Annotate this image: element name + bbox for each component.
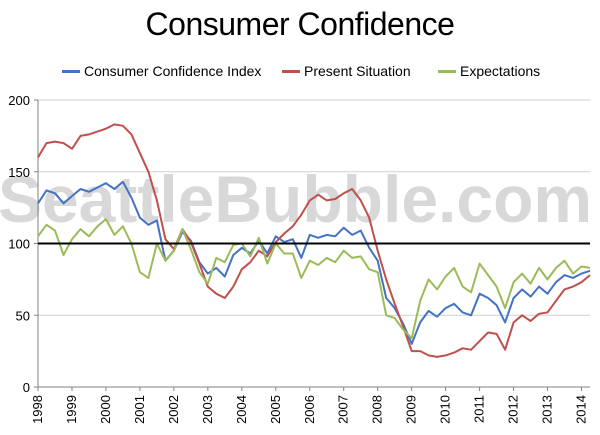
x-tick-label: 2003 bbox=[200, 395, 215, 424]
x-tick-label: 2010 bbox=[438, 395, 453, 424]
x-tick-label: 2012 bbox=[506, 395, 521, 424]
legend-swatch-green bbox=[438, 69, 456, 73]
chart-title: Consumer Confidence bbox=[145, 6, 455, 42]
series-line-1 bbox=[37, 180, 591, 345]
y-tick-label: 50 bbox=[16, 308, 30, 323]
x-tick-label: 1999 bbox=[64, 395, 79, 424]
legend-item-consumer-confidence-index: Consumer Confidence Index bbox=[62, 63, 261, 79]
series-lines bbox=[37, 123, 591, 358]
x-tick-label: 2014 bbox=[574, 395, 589, 424]
axes bbox=[34, 99, 590, 391]
x-tick-label: 1998 bbox=[30, 395, 45, 424]
x-tick-label: 2007 bbox=[336, 395, 351, 424]
x-tick-label: 2011 bbox=[472, 395, 487, 423]
x-tick-label: 2005 bbox=[268, 395, 283, 424]
y-tick-label: 100 bbox=[8, 237, 30, 252]
x-tick-labels: 1998 1999 2000 2001 2002 2003 2004 2005 2006 2007… bbox=[30, 395, 589, 424]
x-tick-label: 2001 bbox=[132, 395, 147, 424]
legend-label: Present Situation bbox=[304, 63, 411, 79]
y-tick-label: 0 bbox=[23, 380, 30, 395]
x-tick-label: 2000 bbox=[98, 395, 113, 424]
legend-item-present-situation: Present Situation bbox=[282, 63, 411, 79]
legend-label: Expectations bbox=[460, 63, 541, 79]
legend-swatch-blue bbox=[62, 69, 80, 73]
y-tick-labels: 0 50 100 150 200 bbox=[8, 93, 30, 395]
x-tick-label: 2004 bbox=[234, 395, 249, 424]
x-tick-label: 2008 bbox=[370, 395, 385, 424]
legend: Consumer Confidence Index Present Situat… bbox=[0, 63, 600, 83]
y-tick-label: 150 bbox=[8, 165, 30, 180]
series-line-2 bbox=[37, 123, 591, 358]
legend-item-expectations: Expectations bbox=[438, 63, 540, 79]
legend-swatch-red bbox=[282, 69, 300, 73]
legend-label: Consumer Confidence Index bbox=[84, 63, 262, 79]
x-tick-label: 2013 bbox=[540, 395, 555, 424]
x-tick-label: 2009 bbox=[404, 395, 419, 424]
series-line-3 bbox=[37, 218, 591, 340]
watermark: SeattleBubble.com bbox=[0, 162, 592, 236]
x-tick-label: 2006 bbox=[302, 395, 317, 424]
x-tick-label: 2002 bbox=[166, 395, 181, 424]
y-tick-label: 200 bbox=[8, 93, 30, 108]
